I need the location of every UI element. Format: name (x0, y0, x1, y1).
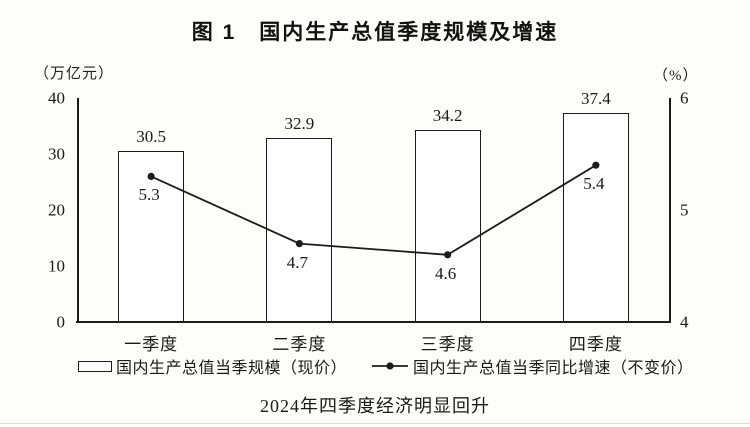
left-axis-tick-0: 0 (56, 312, 66, 332)
figure-caption: 2024年四季度经济明显回升 (260, 396, 490, 416)
bar-value-q4: 37.4 (581, 88, 611, 108)
growth-value-q2: 4.7 (286, 252, 308, 272)
right-axis-tick-4: 4 (680, 312, 689, 332)
bar-series-swatch-icon (78, 360, 112, 372)
right-axis-unit-label: （%） (653, 68, 699, 84)
bar-value-q3: 34.2 (432, 106, 463, 126)
legend-bar-label: 国内生产总值当季规模（现价） (116, 360, 348, 377)
x-label-q1: 一季度 (124, 335, 179, 354)
line-series-swatch-icon (372, 362, 408, 370)
bar-q1 (118, 151, 185, 322)
bar-q4 (562, 112, 629, 322)
bottom-divider (0, 423, 750, 424)
x-label-q4: 四季度 (568, 335, 623, 354)
x-label-q3: 三季度 (420, 335, 475, 354)
bar-q3 (414, 130, 481, 322)
bar-q2 (266, 137, 333, 322)
right-y-axis-line (669, 98, 671, 322)
left-axis-tick-40: 40 (48, 88, 65, 108)
right-axis-tick-6: 6 (680, 88, 689, 108)
legend-line-label: 国内生产总值当季同比增速（不变价） (413, 360, 694, 377)
growth-line (150, 164, 597, 256)
x-label-q2: 二季度 (272, 335, 327, 354)
left-axis-tick-10: 10 (48, 256, 65, 276)
x-axis-baseline (76, 321, 671, 323)
growth-value-q1: 5.3 (138, 185, 160, 205)
left-axis-unit-label: （万亿元） (34, 66, 115, 82)
figure-title: 图 1 国内生产总值季度规模及增速 (191, 21, 559, 44)
left-y-axis-line (77, 98, 79, 322)
growth-value-q4: 5.4 (583, 174, 605, 194)
bar-value-q1: 30.5 (136, 127, 166, 147)
growth-value-q3: 4.6 (435, 263, 457, 283)
legend-item-bar-series: 国内生产总值当季规模（现价） (78, 355, 347, 377)
legend-item-line-series: 国内生产总值当季同比增速（不变价） (371, 355, 694, 377)
right-axis-tick-5: 5 (680, 200, 689, 220)
left-axis-tick-20: 20 (48, 200, 65, 220)
bar-value-q2: 32.9 (284, 113, 315, 133)
left-axis-tick-30: 30 (48, 144, 65, 164)
